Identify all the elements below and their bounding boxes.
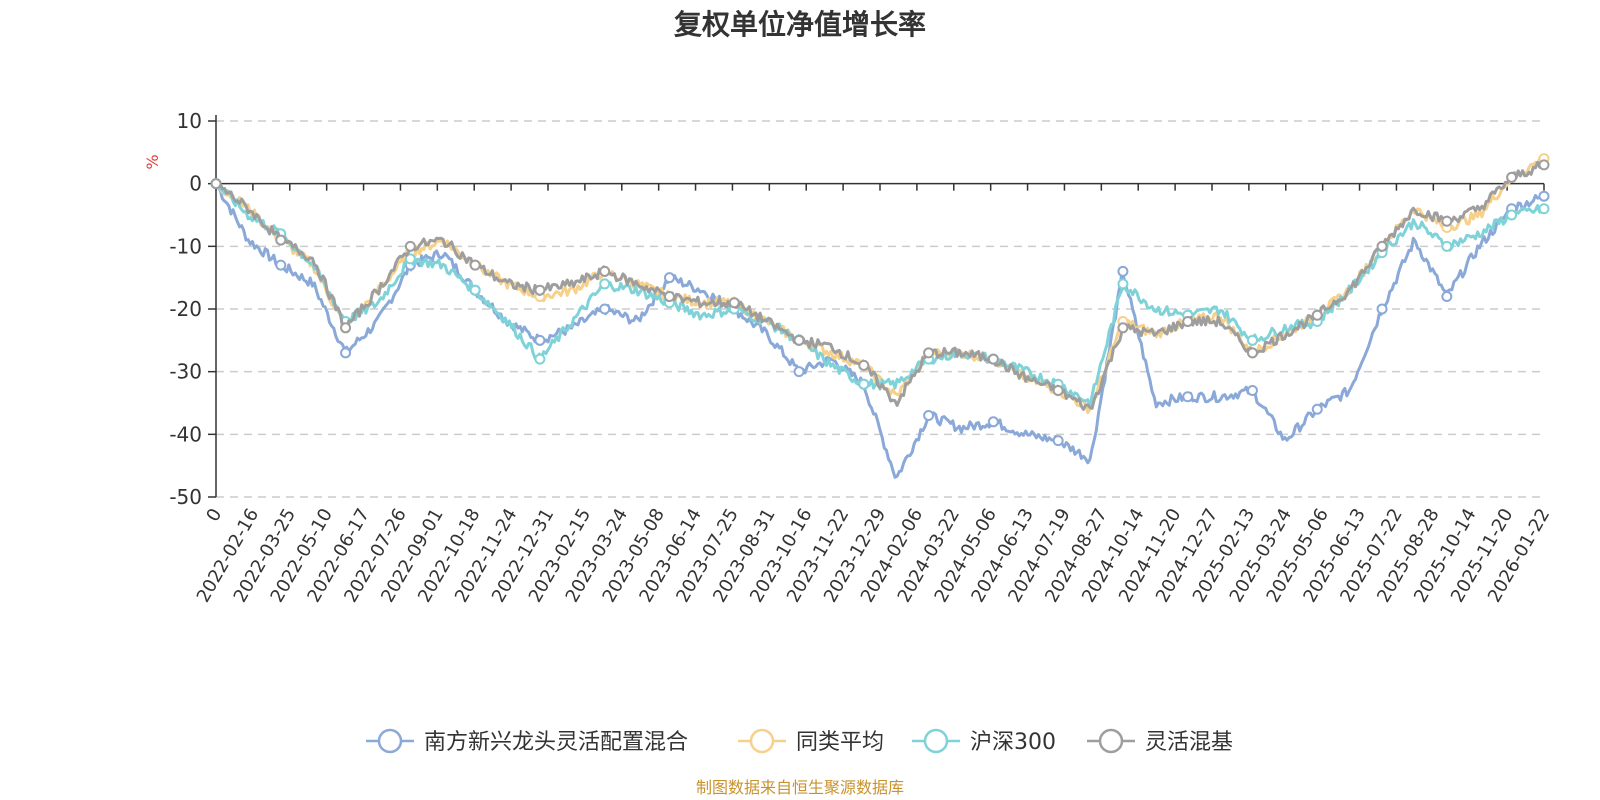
data-point (1052, 384, 1064, 396)
data-point (534, 353, 546, 365)
data-point (340, 347, 352, 359)
legend-item[interactable]: 沪深300 (912, 728, 1056, 755)
data-point (1538, 190, 1550, 202)
y-tick-label: 10 (177, 109, 202, 133)
y-axis-ticks: 10 0 -10 -20 -30 -40 -50 (169, 109, 216, 509)
data-point (1506, 209, 1518, 221)
y-tick-label: -20 (169, 297, 202, 321)
y-tick-label: 0 (189, 172, 202, 196)
data-point (599, 265, 611, 277)
data-point (469, 259, 481, 271)
data-point (728, 297, 740, 309)
data-point (275, 234, 287, 246)
data-point (987, 416, 999, 428)
data-point (404, 240, 416, 252)
data-point (1246, 384, 1258, 396)
data-point (1052, 435, 1064, 447)
data-point (1506, 171, 1518, 183)
data-point (1117, 322, 1129, 334)
data-point (858, 378, 870, 390)
y-tick-label: -50 (169, 485, 202, 509)
data-point (1538, 159, 1550, 171)
data-point (793, 366, 805, 378)
data-point (1376, 240, 1388, 252)
data-point (1246, 334, 1258, 346)
data-point (1311, 309, 1323, 321)
data-point (534, 284, 546, 296)
series-line (214, 182, 1545, 479)
data-point (1441, 215, 1453, 227)
data-point (469, 284, 481, 296)
data-point (1117, 265, 1129, 277)
data-point (599, 278, 611, 290)
legend-marker (377, 728, 403, 754)
data-point (987, 353, 999, 365)
legend-label: 同类平均 (796, 730, 884, 755)
source-note: 制图数据来自恒生聚源数据库 (696, 778, 904, 797)
legend-marker (1098, 728, 1124, 754)
data-point (1117, 278, 1129, 290)
y-tick-label: -40 (169, 422, 202, 446)
data-point (1311, 403, 1323, 415)
legend-marker (749, 728, 775, 754)
data-point (663, 272, 675, 284)
legend-marker (923, 728, 949, 754)
data-point (923, 410, 935, 422)
series-line (215, 160, 1545, 411)
data-point (923, 347, 935, 359)
data-point (1182, 391, 1194, 403)
x-tick-label: 0 (202, 505, 226, 525)
data-point (404, 253, 416, 265)
chart-title: 复权单位净值增长率 (674, 8, 926, 41)
legend-item[interactable]: 同类平均 (738, 728, 884, 755)
data-point (1441, 240, 1453, 252)
data-point (1246, 347, 1258, 359)
legend-item[interactable]: 灵活混基 (1087, 728, 1233, 755)
data-point (1376, 303, 1388, 315)
data-point (1182, 316, 1194, 328)
data-point (858, 359, 870, 371)
y-axis-unit: % (143, 154, 162, 169)
data-point (599, 303, 611, 315)
series-line (214, 156, 1546, 415)
series-lines (210, 153, 1550, 479)
data-point (340, 322, 352, 334)
data-point (534, 334, 546, 346)
y-tick-label: -30 (169, 360, 202, 384)
legend[interactable]: 南方新兴龙头灵活配置混合 同类平均 沪深300 灵活混基 (366, 728, 1233, 755)
legend-item[interactable]: 南方新兴龙头灵活配置混合 (366, 728, 688, 755)
data-point (663, 290, 675, 302)
data-point (1441, 290, 1453, 302)
grid-lines (216, 120, 1544, 498)
data-point (210, 178, 222, 190)
legend-label: 沪深300 (970, 730, 1056, 755)
axes (215, 115, 1544, 497)
data-point (275, 259, 287, 271)
y-tick-label: -10 (169, 234, 202, 258)
legend-label: 灵活混基 (1145, 730, 1233, 755)
data-point (1538, 203, 1550, 215)
legend-label: 南方新兴龙头灵活配置混合 (424, 730, 688, 755)
data-point (793, 334, 805, 346)
